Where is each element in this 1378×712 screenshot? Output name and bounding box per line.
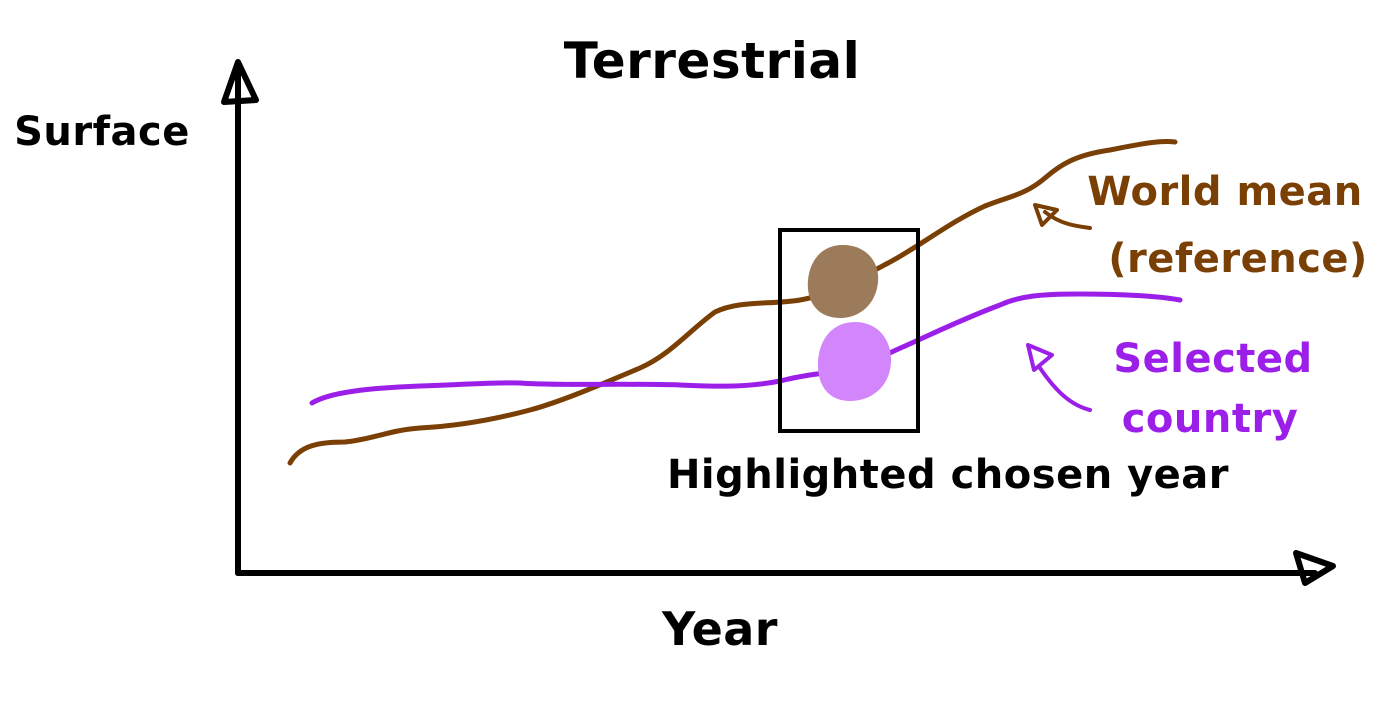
world-mean-label-line1: World mean — [1087, 169, 1362, 215]
y-axis-arrowhead — [221, 59, 259, 105]
world-mean-line — [287, 139, 1178, 466]
y-axis — [221, 59, 259, 576]
world-mean-dot — [807, 245, 879, 318]
selected-country-label-line1: Selected — [1113, 336, 1312, 382]
selected-country-label-line2: country — [1122, 396, 1299, 442]
selected-country-legend: Selected country — [1026, 336, 1312, 442]
selected-country-dot — [817, 322, 892, 401]
x-axis-label: Year — [661, 602, 778, 656]
world-mean-pointer-arrowhead — [1033, 203, 1059, 227]
highlight-label: Highlighted chosen year — [667, 452, 1229, 498]
highlight-box — [778, 228, 920, 433]
world-mean-legend: World mean (reference) — [1033, 169, 1368, 282]
selected-country-pointer-arrowhead — [1026, 343, 1054, 372]
y-axis-label: Surface — [14, 109, 190, 155]
world-mean-pointer — [1043, 210, 1092, 230]
selected-country-pointer — [1038, 366, 1092, 412]
x-axis-arrowhead — [1293, 550, 1336, 586]
world-mean-label-line2: (reference) — [1108, 236, 1368, 282]
diagram-title: Terrestrial — [564, 32, 860, 90]
x-axis — [235, 550, 1336, 586]
selected-country-line — [309, 291, 1183, 406]
